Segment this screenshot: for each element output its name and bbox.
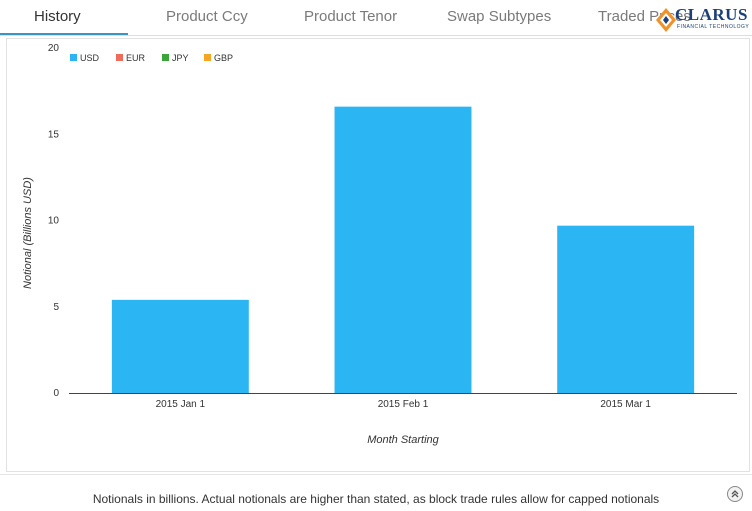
legend-swatch — [116, 54, 123, 61]
tab-product-tenor[interactable]: Product Tenor — [304, 8, 398, 25]
y-axis-label: Notional (Billions USD) — [22, 177, 34, 289]
legend-item-eur[interactable]: EUR — [116, 53, 146, 63]
logo-text: CLARUS — [675, 5, 748, 24]
legend-swatch — [204, 54, 211, 61]
legend-label: GBP — [214, 53, 233, 63]
x-tick-label: 2015 Jan 1 — [156, 399, 206, 410]
y-tick-label: 0 — [53, 388, 59, 399]
footer: Notionals in billions. Actual notionals … — [0, 474, 752, 511]
active-tab-indicator — [0, 33, 128, 36]
legend-item-gbp[interactable]: GBP — [204, 53, 233, 63]
legend-item-jpy[interactable]: JPY — [162, 53, 189, 63]
logo-subtitle: FINANCIAL TECHNOLOGY — [677, 24, 750, 30]
chart-panel: USD EUR JPY GBP 0 5 10 15 20 2015 Jan 1 2015 Feb… — [6, 38, 750, 472]
legend-swatch — [70, 54, 77, 61]
tab-bar: History Product Ccy Product Tenor Swap S… — [0, 0, 752, 36]
tab-history[interactable]: History — [34, 8, 81, 25]
clarus-logo: CLARUS FINANCIAL TECHNOLOGY — [655, 4, 751, 34]
footer-note: Notionals in billions. Actual notionals … — [92, 492, 660, 506]
bars — [111, 106, 695, 394]
chevron-up-icon — [731, 490, 739, 498]
legend-label: JPY — [172, 53, 189, 63]
tab-swap-subtypes[interactable]: Swap Subtypes — [447, 8, 552, 25]
legend-label: USD — [80, 53, 100, 63]
bar-usd-3[interactable] — [557, 225, 695, 393]
clarus-logo-icon — [656, 8, 676, 32]
y-tick-label: 20 — [48, 43, 60, 54]
y-tick-label: 10 — [48, 216, 60, 227]
bar-usd-1[interactable] — [111, 299, 249, 393]
x-tick-label: 2015 Feb 1 — [378, 399, 429, 410]
y-tick-label: 15 — [48, 129, 60, 140]
tab-divider — [0, 35, 752, 36]
chart-legend: USD EUR JPY GBP — [70, 53, 233, 63]
x-axis-label: Month Starting — [367, 434, 439, 446]
bar-chart: USD EUR JPY GBP 0 5 10 15 20 2015 Jan 1 2015 Feb… — [22, 43, 737, 446]
y-axis: 0 5 10 15 20 — [48, 43, 60, 399]
legend-label: EUR — [126, 53, 146, 63]
y-tick-label: 5 — [53, 302, 59, 313]
tab-product-ccy[interactable]: Product Ccy — [166, 8, 248, 25]
x-axis: 2015 Jan 1 2015 Feb 1 2015 Mar 1 — [69, 393, 737, 410]
legend-item-usd[interactable]: USD — [70, 53, 100, 63]
x-tick-label: 2015 Mar 1 — [600, 399, 651, 410]
legend-swatch — [162, 54, 169, 61]
bar-usd-2[interactable] — [334, 106, 472, 394]
collapse-button[interactable] — [727, 486, 743, 502]
